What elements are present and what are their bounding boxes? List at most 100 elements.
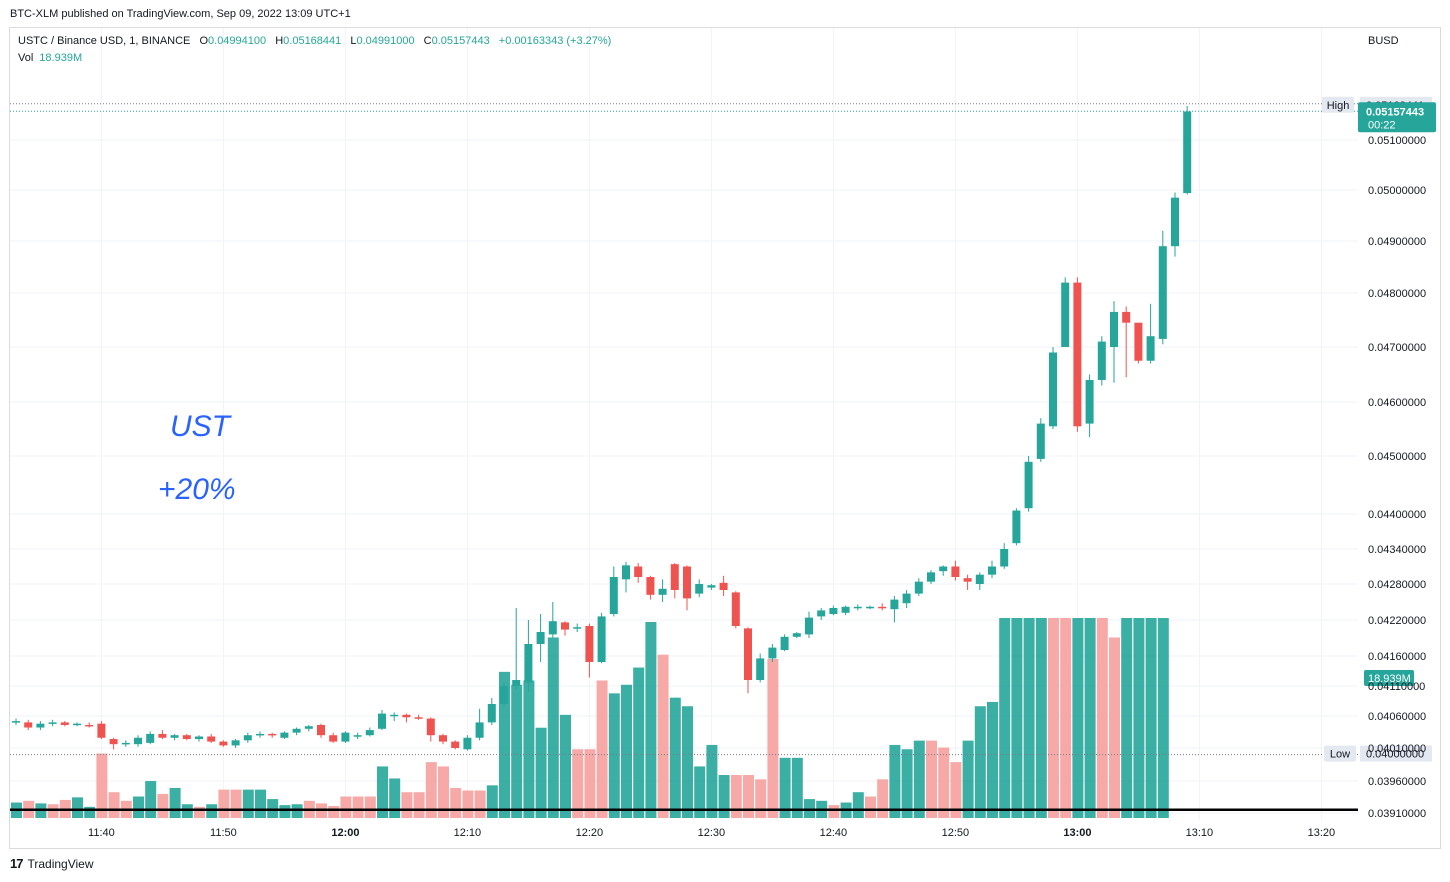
candle-body[interactable]: [646, 577, 655, 595]
candle-body[interactable]: [1000, 549, 1009, 567]
candle-body[interactable]: [1024, 461, 1033, 509]
candle-body[interactable]: [585, 626, 594, 662]
candle-body[interactable]: [170, 735, 179, 738]
candle-body[interactable]: [670, 564, 679, 590]
candle-body[interactable]: [597, 616, 606, 662]
candle-body[interactable]: [109, 739, 118, 745]
tradingview-logo[interactable]: 17 TradingView: [10, 856, 94, 871]
volume-badge: [1364, 670, 1414, 686]
candle-body[interactable]: [1122, 311, 1131, 323]
candle-body[interactable]: [902, 593, 911, 604]
candle-body[interactable]: [744, 628, 752, 680]
candle-body[interactable]: [365, 730, 374, 736]
candle-body[interactable]: [1134, 322, 1143, 361]
candle-body[interactable]: [1097, 341, 1106, 380]
candle-body[interactable]: [451, 741, 460, 748]
candle-body[interactable]: [829, 608, 838, 614]
candle-body[interactable]: [182, 735, 191, 740]
candle-body[interactable]: [548, 621, 557, 635]
candle-body[interactable]: [890, 599, 899, 610]
candle-body[interactable]: [1061, 282, 1070, 347]
candle-body[interactable]: [927, 572, 935, 582]
candle-body[interactable]: [622, 565, 630, 580]
candle-body[interactable]: [988, 566, 996, 575]
candle-body[interactable]: [390, 714, 399, 717]
candle-body[interactable]: [304, 726, 313, 729]
candle-body[interactable]: [256, 733, 264, 736]
candle-body[interactable]: [731, 592, 740, 626]
candle-body[interactable]: [1158, 246, 1167, 339]
candle-body[interactable]: [756, 658, 765, 680]
candle-body[interactable]: [426, 718, 435, 736]
candle-body[interactable]: [853, 606, 862, 609]
candle-body[interactable]: [1012, 510, 1021, 544]
candle-body[interactable]: [231, 740, 240, 746]
candle-body[interactable]: [719, 582, 728, 590]
candle-body[interactable]: [561, 622, 569, 630]
candle-body[interactable]: [353, 735, 362, 737]
candle-body[interactable]: [317, 724, 325, 736]
candle-body[interactable]: [1049, 352, 1057, 427]
candle-body[interactable]: [939, 566, 948, 572]
candle-body[interactable]: [280, 732, 289, 738]
candle-body[interactable]: [914, 581, 923, 594]
candle-body[interactable]: [24, 722, 33, 728]
candle-body[interactable]: [1036, 423, 1045, 459]
candle-body[interactable]: [1110, 311, 1118, 347]
candle-body[interactable]: [524, 644, 533, 683]
candle-body[interactable]: [817, 610, 826, 617]
candle-body[interactable]: [475, 722, 484, 738]
candle-body[interactable]: [121, 742, 130, 745]
candle-body[interactable]: [463, 737, 472, 750]
candle-body[interactable]: [414, 717, 423, 719]
candle-body[interactable]: [243, 735, 252, 741]
candle-body[interactable]: [329, 735, 338, 742]
candle-body[interactable]: [134, 737, 142, 745]
candle-body[interactable]: [878, 606, 887, 609]
candle-body[interactable]: [292, 728, 301, 733]
candle-body[interactable]: [658, 588, 667, 595]
candle-body[interactable]: [97, 723, 106, 738]
candle-body[interactable]: [158, 733, 167, 738]
candle-body[interactable]: [341, 732, 350, 742]
candle-body[interactable]: [707, 585, 716, 588]
candle-body[interactable]: [1085, 380, 1094, 424]
candle-body[interactable]: [195, 736, 203, 740]
candle-body[interactable]: [12, 721, 20, 723]
candle-body[interactable]: [487, 704, 496, 723]
candle-body[interactable]: [963, 578, 972, 582]
candle-body[interactable]: [780, 636, 789, 650]
candle-body[interactable]: [146, 733, 155, 743]
candle-body[interactable]: [573, 627, 582, 629]
candle-body[interactable]: [207, 736, 216, 742]
candle-body[interactable]: [402, 714, 411, 718]
candle-body[interactable]: [85, 724, 94, 727]
candle-body[interactable]: [500, 686, 508, 704]
candle-body[interactable]: [805, 617, 813, 635]
candle-body[interactable]: [634, 566, 643, 578]
candle-body[interactable]: [219, 741, 228, 746]
candle-body[interactable]: [792, 633, 801, 637]
candle-body[interactable]: [1183, 111, 1192, 194]
candle-body[interactable]: [768, 647, 777, 659]
candle-body[interactable]: [1146, 336, 1155, 361]
candle-body[interactable]: [951, 566, 960, 578]
candle-body[interactable]: [268, 733, 277, 736]
candle-body[interactable]: [378, 713, 386, 729]
candle-body[interactable]: [695, 584, 704, 594]
candle-body[interactable]: [439, 735, 447, 742]
candle-body[interactable]: [1171, 197, 1179, 247]
candle-body[interactable]: [866, 606, 874, 609]
candle-body[interactable]: [73, 723, 81, 726]
candle-body[interactable]: [512, 680, 521, 686]
candle-body[interactable]: [536, 632, 545, 644]
candle-body[interactable]: [1073, 282, 1082, 427]
candle-body[interactable]: [841, 606, 850, 613]
candle-body[interactable]: [60, 722, 69, 725]
candle-body[interactable]: [609, 577, 618, 614]
candle-body[interactable]: [683, 566, 691, 599]
candle-body[interactable]: [36, 723, 45, 728]
candle-body[interactable]: [48, 722, 57, 724]
candle-body[interactable]: [975, 574, 984, 584]
